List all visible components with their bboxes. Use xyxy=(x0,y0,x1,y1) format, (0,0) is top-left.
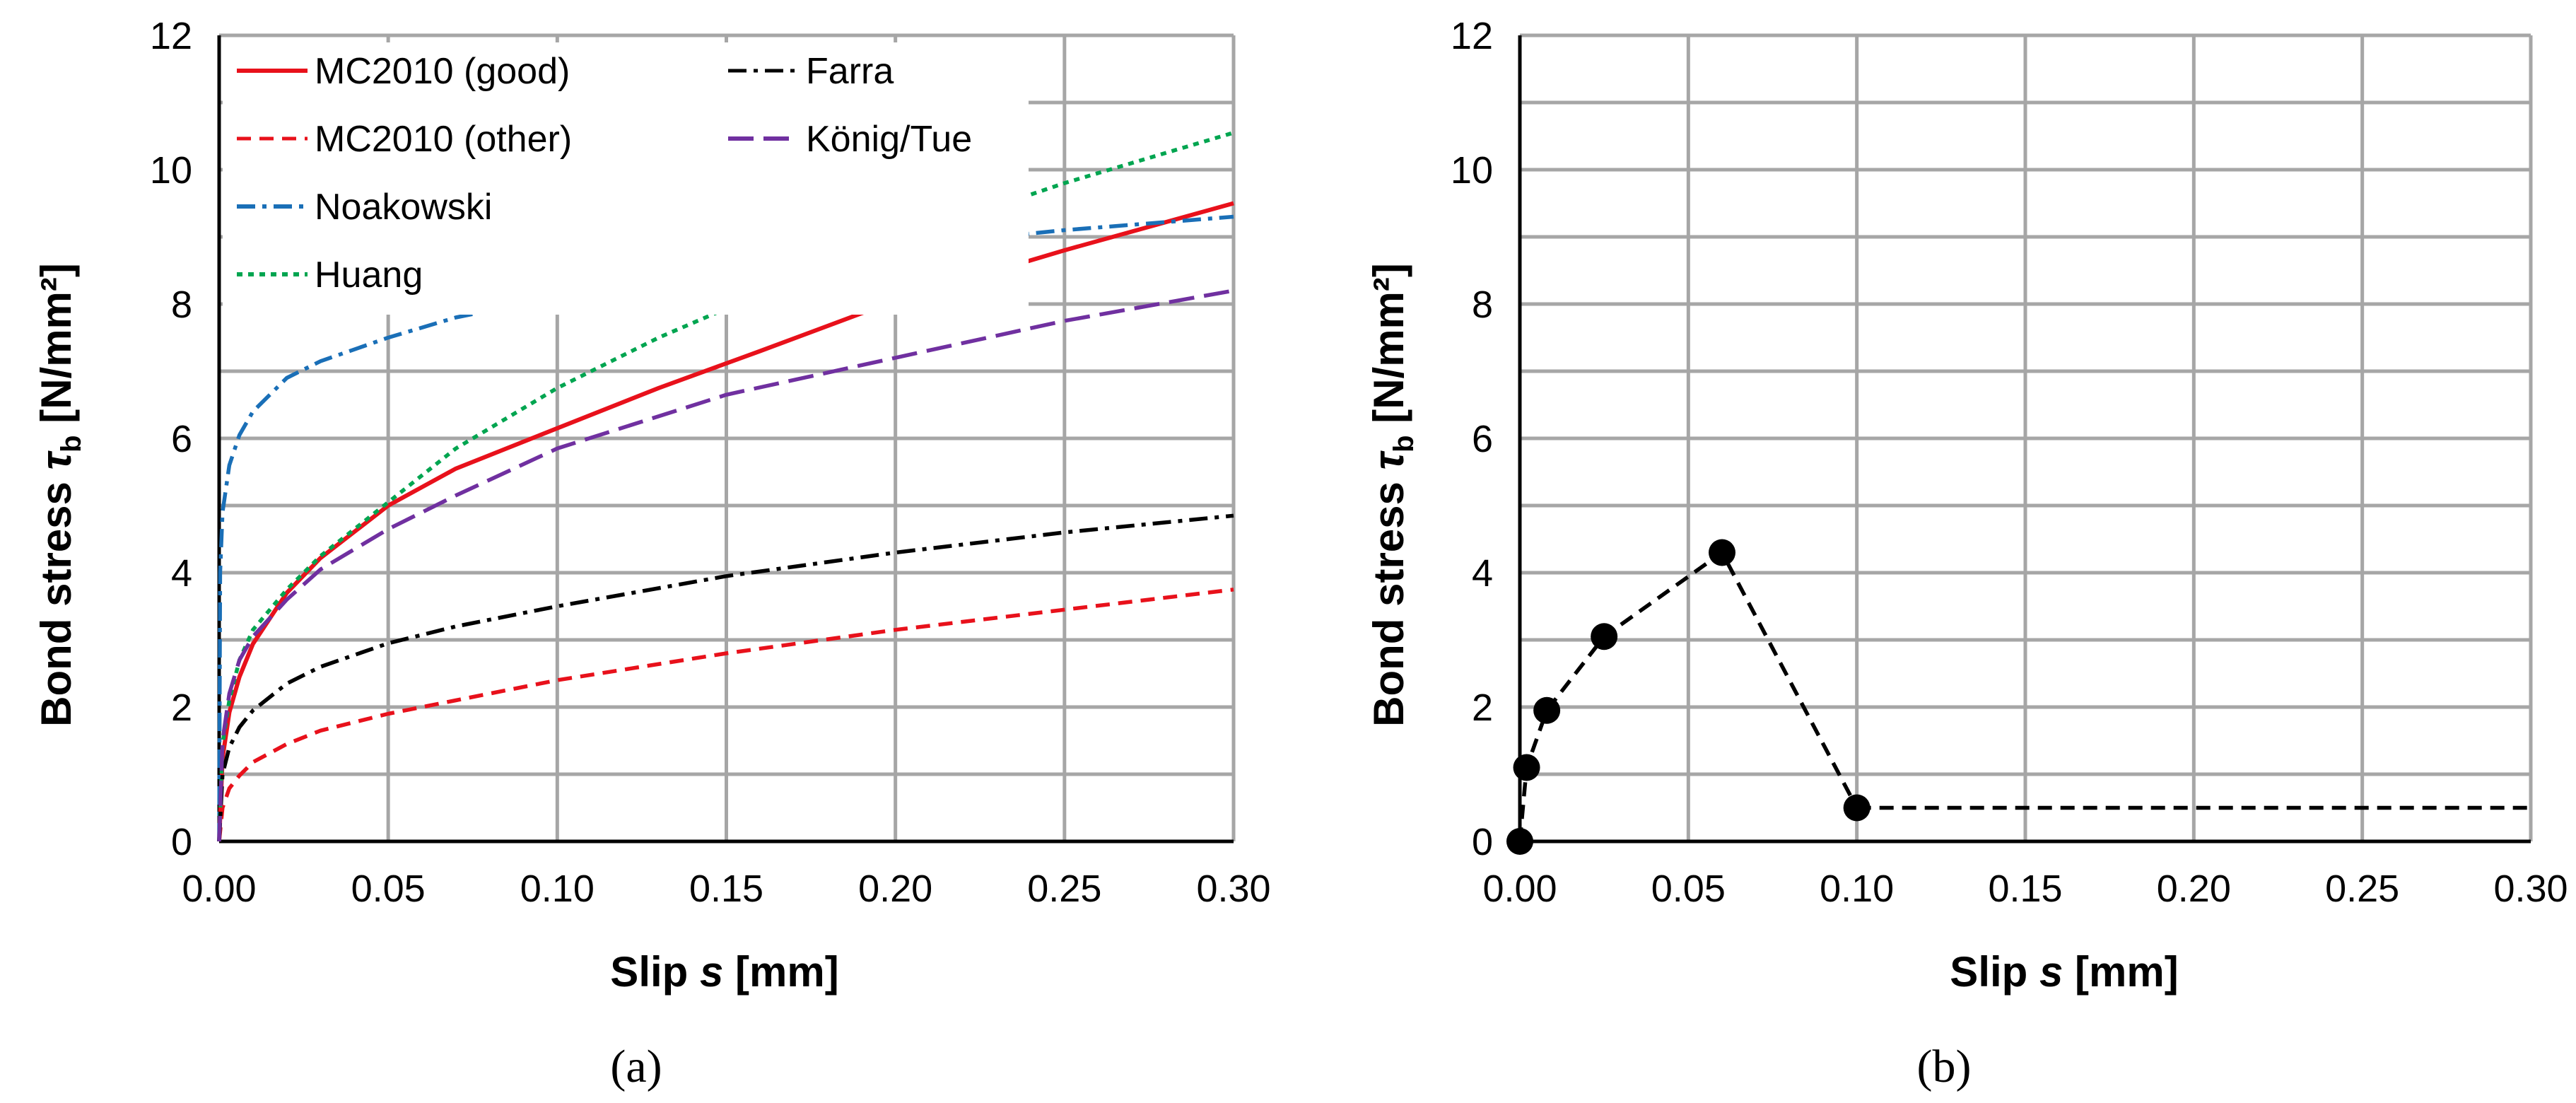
x-tick-label: 0.10 xyxy=(1820,868,1894,910)
data-point-marker xyxy=(1843,794,1870,822)
chart-b-axes xyxy=(1518,35,2531,844)
y-tick-label: 0 xyxy=(171,821,192,863)
chart-a-y-tick-labels: 0 2 4 6 8 10 12 xyxy=(150,15,192,863)
x-tick-label: 0.05 xyxy=(351,868,426,910)
chart-a-y-axis-title: Bond stress τb [N/mm²] xyxy=(33,263,87,727)
chart-a-axes xyxy=(217,35,1234,844)
series-line-bond-slip-law xyxy=(1518,550,1859,842)
data-point-marker xyxy=(1506,828,1533,855)
series-line-noakowski xyxy=(217,214,1234,842)
series-line-mc2010-good xyxy=(217,201,1234,842)
chart-b-x-axis-title: Slip s [mm] xyxy=(1950,948,2178,996)
x-tick-label: 0.25 xyxy=(1027,868,1101,910)
legend-item-koenig-tue: König/Tue xyxy=(728,119,972,160)
data-point-marker xyxy=(1513,754,1540,781)
chart-b: 0.00 0.05 0.10 0.15 0.20 0.25 0.30 0 2 4 6 8 10 12 S… xyxy=(1365,15,2568,1092)
x-tick-label: 0.00 xyxy=(1482,868,1557,910)
chart-b-grid xyxy=(1520,33,2533,841)
legend-label-mc2010-other: MC2010 (other) xyxy=(315,119,572,160)
x-tick-label: 0.00 xyxy=(182,868,256,910)
series-line-k-nig-tue xyxy=(217,288,1234,842)
legend-label-noakowski: Noakowski xyxy=(315,187,492,228)
x-tick-label: 0.05 xyxy=(1651,868,1726,910)
x-tick-label: 0.20 xyxy=(858,868,932,910)
x-tick-label: 0.30 xyxy=(2493,868,2568,910)
legend-item-mc2010-other: MC2010 (other) xyxy=(237,119,572,160)
chart-b-x-tick-labels: 0.00 0.05 0.10 0.15 0.20 0.25 0.30 xyxy=(1482,868,2568,910)
legend-background xyxy=(223,42,1029,315)
legend-label-huang: Huang xyxy=(315,255,423,296)
y-tick-label: 0 xyxy=(1472,821,1493,863)
legend-label-mc2010-good: MC2010 (good) xyxy=(315,51,570,92)
y-tick-label: 4 xyxy=(171,552,192,595)
y-tick-label: 4 xyxy=(1472,552,1493,595)
legend-item-huang: Huang xyxy=(237,255,423,296)
x-tick-label: 0.10 xyxy=(520,868,595,910)
data-point-marker xyxy=(1709,539,1735,566)
legend-item-farra: Farra xyxy=(728,51,894,92)
chart-a: 0.00 0.05 0.10 0.15 0.20 0.25 0.30 0 2 4 6 8 10 12 M… xyxy=(33,15,1271,1092)
data-point-marker xyxy=(1533,696,1561,724)
y-tick-label: 2 xyxy=(171,687,192,729)
y-tick-label: 12 xyxy=(150,15,192,57)
series-line-mc2010-other xyxy=(217,588,1234,842)
legend-item-noakowski: Noakowski xyxy=(237,187,492,228)
chart-b-y-tick-labels: 0 2 4 6 8 10 12 xyxy=(1451,15,1493,863)
y-tick-label: 10 xyxy=(1451,149,1493,192)
y-tick-label: 2 xyxy=(1472,687,1493,729)
chart-a-caption: (a) xyxy=(610,1041,662,1092)
y-tick-label: 6 xyxy=(171,418,192,460)
series-line-farra xyxy=(217,513,1234,842)
chart-b-caption: (b) xyxy=(1917,1041,1972,1092)
chart-b-y-axis-title: Bond stress τb [N/mm²] xyxy=(1365,263,1419,727)
legend-label-farra: Farra xyxy=(806,51,894,92)
chart-a-x-tick-labels: 0.00 0.05 0.10 0.15 0.20 0.25 0.30 xyxy=(182,868,1270,910)
y-tick-label: 12 xyxy=(1451,15,1493,57)
y-tick-label: 6 xyxy=(1472,418,1493,460)
legend-label-koenig-tue: König/Tue xyxy=(806,119,972,160)
y-tick-label: 8 xyxy=(171,284,192,326)
x-tick-label: 0.15 xyxy=(689,868,763,910)
chart-b-series xyxy=(1506,539,2531,855)
chart-a-legend: MC2010 (good) MC2010 (other) Noakowski H… xyxy=(223,42,1029,315)
x-tick-label: 0.15 xyxy=(1988,868,2062,910)
legend-item-mc2010-good: MC2010 (good) xyxy=(237,51,570,92)
x-tick-label: 0.25 xyxy=(2325,868,2399,910)
y-tick-label: 10 xyxy=(150,149,192,192)
x-tick-label: 0.30 xyxy=(1196,868,1270,910)
x-tick-label: 0.20 xyxy=(2157,868,2231,910)
data-point-marker xyxy=(1591,623,1618,650)
chart-a-x-axis-title: Slip s [mm] xyxy=(610,948,838,996)
y-tick-label: 8 xyxy=(1472,284,1493,326)
